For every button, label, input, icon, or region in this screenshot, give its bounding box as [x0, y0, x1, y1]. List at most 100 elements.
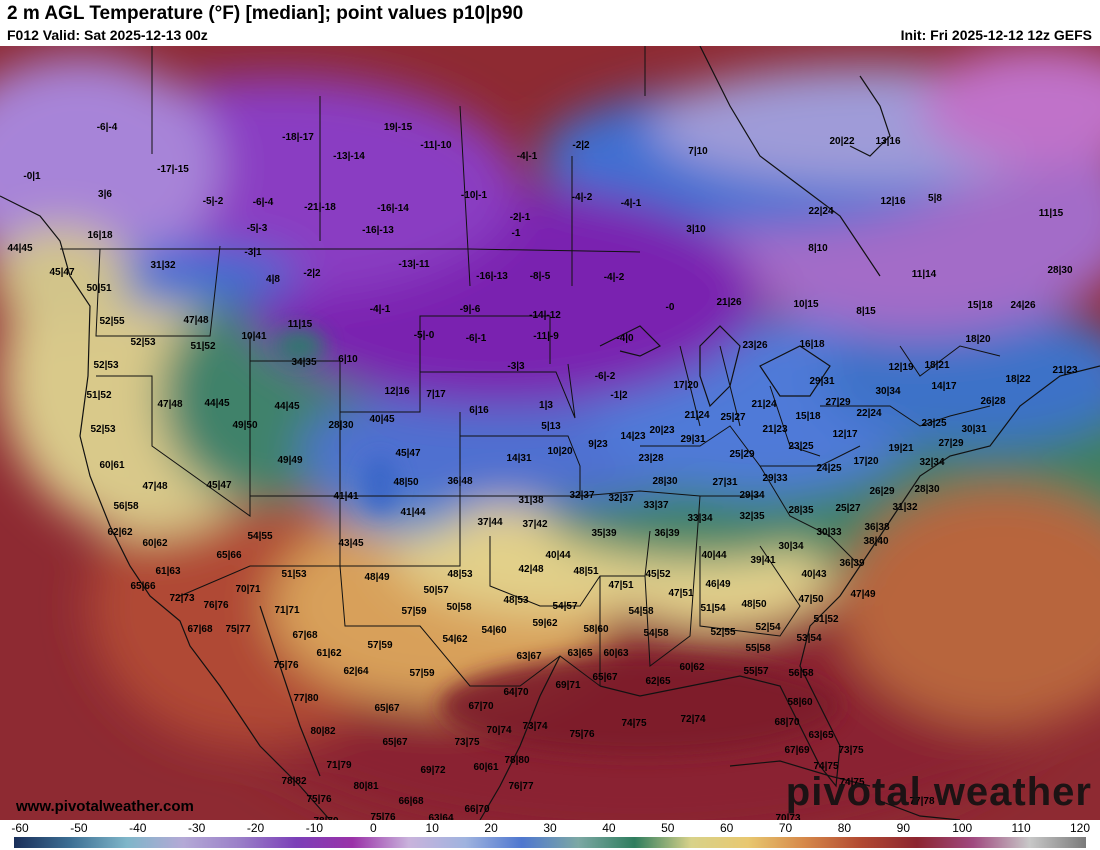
- color-bar-tick: -20: [246, 821, 265, 835]
- point-value: 64|70: [503, 687, 529, 698]
- point-value: 21|24: [684, 410, 710, 421]
- point-value: 17|20: [673, 380, 699, 391]
- point-value: 54|58: [643, 628, 669, 639]
- color-bar-tick: 20: [484, 821, 498, 835]
- point-value: 3|6: [98, 189, 112, 200]
- point-value: 29|31: [680, 434, 706, 445]
- point-value: 57|59: [401, 606, 427, 617]
- point-value: 47|48: [183, 315, 209, 326]
- point-value: 27|31: [712, 477, 738, 488]
- point-value: 36|39: [839, 558, 865, 569]
- point-value: 73|74: [522, 721, 548, 732]
- point-value: 43|45: [338, 538, 364, 549]
- point-value: 24|25: [816, 463, 842, 474]
- point-value: -2|-1: [509, 212, 531, 223]
- point-value: 5|13: [541, 421, 561, 432]
- point-value: 18|21: [924, 360, 950, 371]
- point-value: 34|35: [291, 357, 317, 368]
- point-value: 27|29: [825, 397, 851, 408]
- temperature-map[interactable]: -6|-4 -18|-17 19|-15 -11|-10 -2|2 7|10 20|22 13…: [0, 46, 1100, 820]
- point-value: 67|69: [784, 745, 810, 756]
- point-value: 7|17: [426, 389, 446, 400]
- point-value: 61|62: [316, 648, 342, 659]
- point-value: -5|-2: [202, 196, 224, 207]
- point-value: 63|65: [808, 730, 834, 741]
- point-value: 62|62: [107, 527, 133, 538]
- point-value: 73|75: [454, 737, 480, 748]
- point-value: 31|38: [518, 495, 544, 506]
- site-url: www.pivotalweather.com: [16, 798, 194, 815]
- state-boundaries: [60, 46, 1001, 687]
- point-value: -21|-18: [304, 202, 336, 213]
- point-value: 26|29: [869, 486, 895, 497]
- point-value: -13|-14: [333, 151, 365, 162]
- point-value: 70|73: [775, 813, 801, 821]
- point-value: 52|53: [130, 337, 156, 348]
- point-value: 56|58: [788, 668, 814, 679]
- point-value: 7|10: [688, 146, 708, 157]
- point-value: 27|29: [938, 438, 964, 449]
- point-value: 24|26: [1010, 300, 1036, 311]
- point-value: 76|77: [508, 781, 534, 792]
- point-value: 15|18: [967, 300, 993, 311]
- point-value: 63|65: [567, 648, 593, 659]
- color-bar-tick: 10: [425, 821, 439, 835]
- color-bar-tick: -60: [11, 821, 29, 835]
- point-value: 41|41: [333, 491, 359, 502]
- point-value: 4|8: [266, 274, 280, 285]
- point-value: 80|82: [310, 726, 336, 737]
- point-value: 63|64: [428, 813, 454, 821]
- color-bar-tick: 70: [778, 821, 793, 835]
- point-value: 55|58: [745, 643, 771, 654]
- point-value: 52|55: [710, 627, 736, 638]
- point-value: 16|18: [87, 230, 113, 241]
- point-value: 12|16: [880, 196, 906, 207]
- color-bar-tick: 110: [1011, 821, 1031, 835]
- color-bar: -60 -50 -40 -30 -20 -10 0 10 20 30 40 50 60 70 80 90 100…: [0, 820, 1100, 850]
- point-value: -5|-3: [246, 223, 268, 234]
- point-value: 10|15: [793, 299, 819, 310]
- point-value: 62|64: [343, 666, 369, 677]
- point-value: 29|33: [762, 473, 788, 484]
- point-value: 66|70: [464, 804, 490, 815]
- point-value: 54|62: [442, 634, 468, 645]
- point-value: 77|80: [293, 693, 319, 704]
- point-value: 52|54: [755, 622, 781, 633]
- point-value: 52|53: [93, 360, 119, 371]
- point-value: -4|-1: [620, 198, 642, 209]
- point-value: 74|75: [839, 777, 865, 788]
- point-value: 6|16: [469, 405, 489, 416]
- point-value: 65|67: [374, 703, 400, 714]
- point-value: 14|17: [931, 381, 957, 392]
- point-value: 32|37: [608, 493, 634, 504]
- point-value: 51|52: [86, 390, 112, 401]
- point-value: 45|47: [49, 267, 75, 278]
- point-value: 25|27: [835, 503, 861, 514]
- point-value: 60|62: [679, 662, 705, 673]
- point-value: 45|47: [206, 480, 232, 491]
- point-value: 40|43: [801, 569, 827, 580]
- point-value: -0|1: [23, 171, 41, 182]
- point-value: -8|-5: [529, 271, 551, 282]
- point-value: -6|-4: [252, 197, 274, 208]
- color-bar-tick: 100: [952, 821, 973, 835]
- point-value: 19|21: [888, 443, 914, 454]
- point-value: 72|74: [680, 714, 706, 725]
- point-value: 18|22: [1005, 374, 1031, 385]
- point-value: 30|34: [875, 386, 901, 397]
- point-value: -11|-10: [420, 140, 452, 151]
- point-value: -5|-0: [413, 330, 435, 341]
- color-bar-tick: 50: [661, 821, 675, 835]
- color-bar-tick: 120: [1069, 821, 1091, 835]
- point-value: 54|55: [247, 531, 273, 542]
- point-value: 54|57: [552, 601, 578, 612]
- point-value: 70|74: [486, 725, 512, 736]
- color-bar-tick: -10: [305, 821, 324, 835]
- point-value: -0: [665, 302, 675, 313]
- point-value: -2|2: [303, 268, 321, 279]
- point-value: 78|80: [504, 755, 530, 766]
- point-value: 3|10: [686, 224, 706, 235]
- point-value: 52|55: [99, 316, 125, 327]
- point-value: 75|76: [370, 812, 396, 821]
- point-value: 75|77: [225, 624, 251, 635]
